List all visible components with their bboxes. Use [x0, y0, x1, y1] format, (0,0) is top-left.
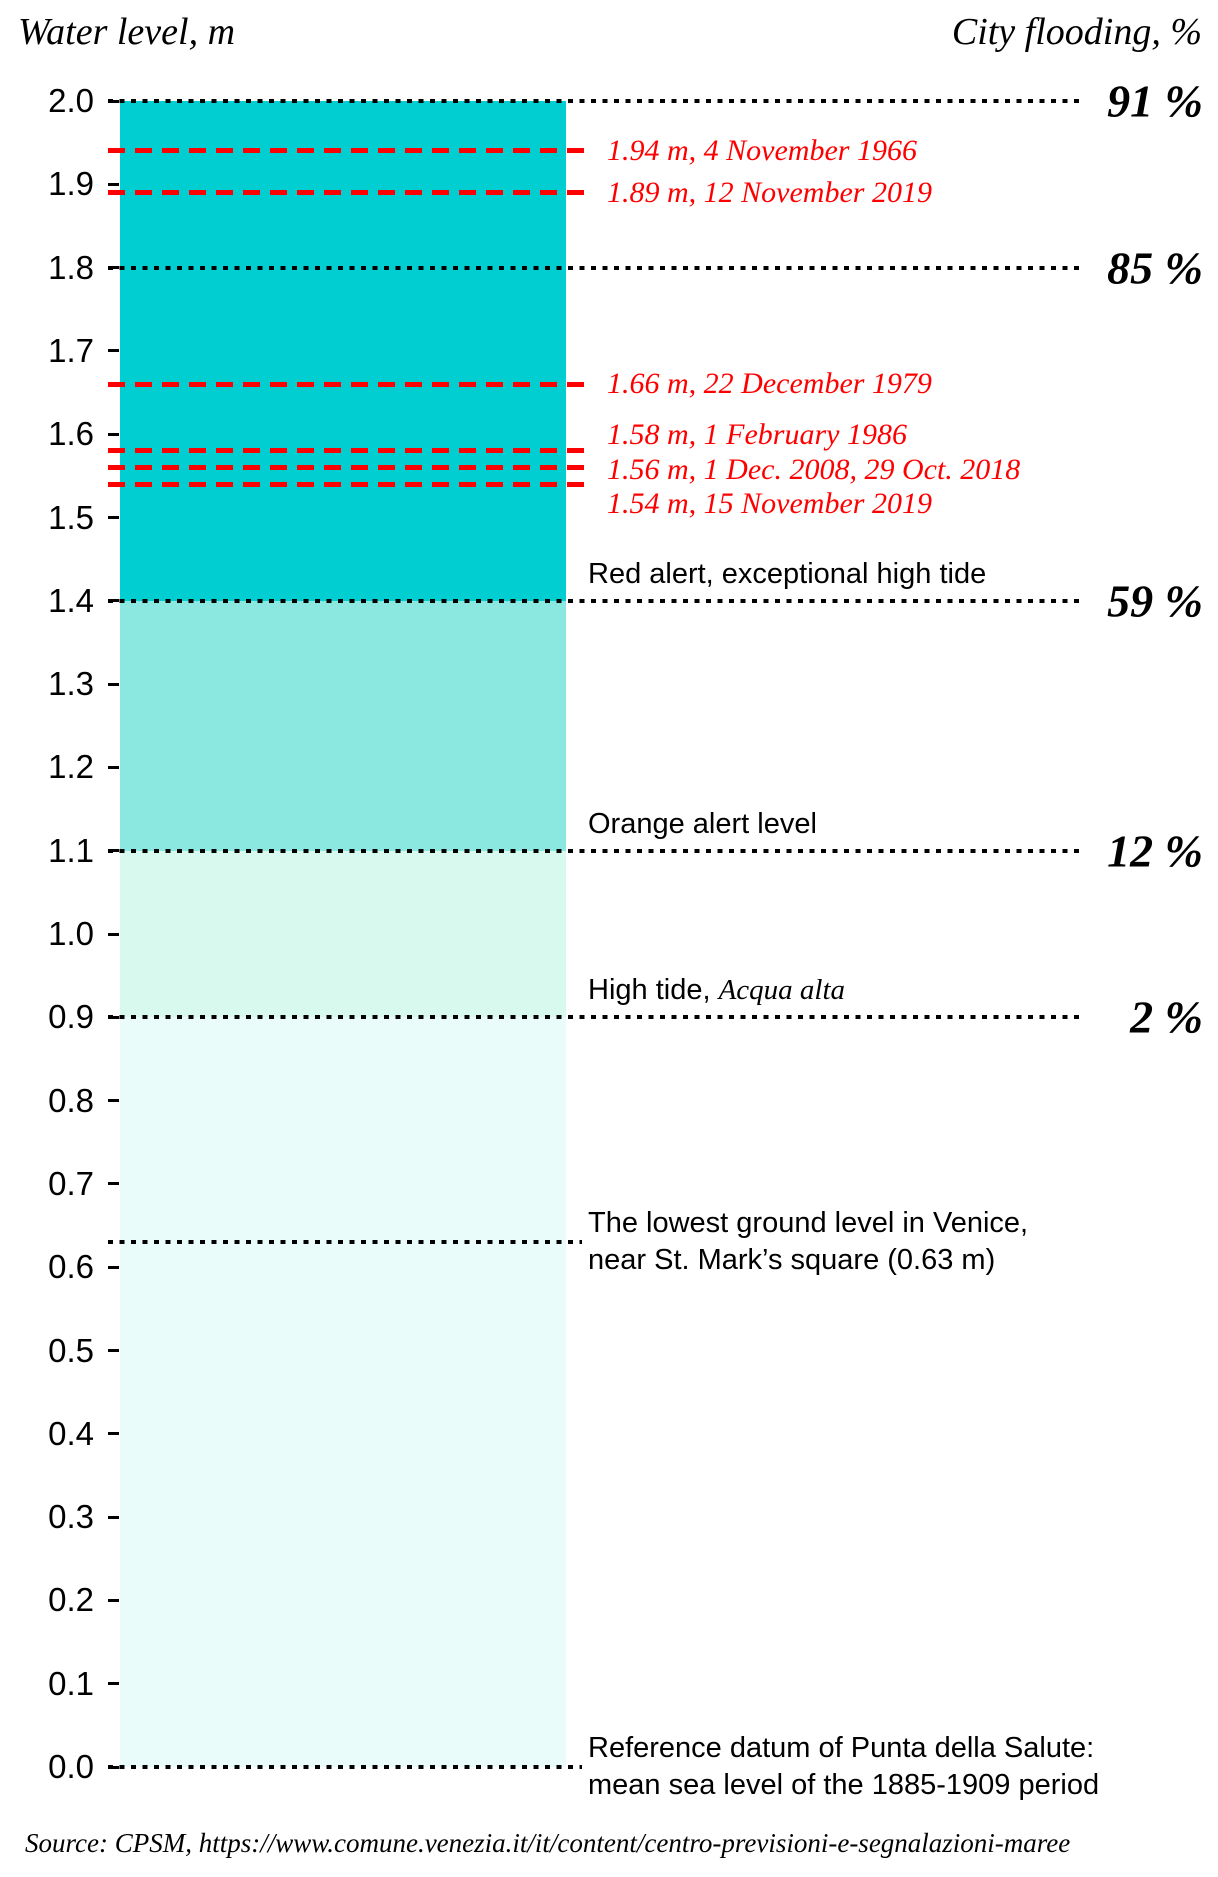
- historic-event-label: 1.66 m, 22 December 1979: [607, 367, 932, 401]
- flooding-percent-label: 85 %: [1107, 242, 1203, 294]
- y-axis-tick: [108, 432, 119, 436]
- y-axis-tick-label: 1.0: [48, 915, 94, 952]
- y-axis-tick-label: 1.8: [48, 248, 94, 286]
- historic-event-line: [108, 448, 585, 454]
- historic-event-line: [108, 381, 585, 387]
- y-axis-tick-label: 0.6: [48, 1248, 94, 1286]
- threshold-label-text: Red alert, exceptional high tide: [588, 557, 987, 590]
- axis-title-city-flooding: City flooding, %: [951, 11, 1202, 53]
- historic-event-label: 1.54 m, 15 November 2019: [607, 487, 932, 521]
- y-axis-tick-label: 1.5: [48, 498, 94, 536]
- y-axis-tick-label: 0.1: [48, 1664, 94, 1702]
- historic-event-label: 1.89 m, 12 November 2019: [607, 175, 932, 209]
- flooding-percent-label: 12 %: [1107, 825, 1203, 877]
- threshold-label-text: Orange alert level: [588, 807, 817, 840]
- flooding-percent-label: 91 %: [1107, 75, 1203, 127]
- y-axis-tick: [108, 1515, 119, 1519]
- threshold-note-line: mean sea level of the 1885-1909 period: [588, 1769, 1100, 1801]
- threshold-label: Red alert, exceptional high tide: [588, 557, 986, 591]
- threshold-line: [108, 1765, 582, 1769]
- historic-event-label: 1.94 m, 4 November 1966: [607, 133, 917, 167]
- y-axis-tick: [108, 182, 119, 186]
- axis-title-water-level: Water level, m: [18, 11, 236, 53]
- y-axis-tick-label: 1.9: [48, 165, 94, 203]
- threshold-note-line: near St. Mark’s square (0.63 m): [588, 1244, 996, 1277]
- threshold-line: [108, 848, 1085, 853]
- historic-event-line: [108, 190, 585, 196]
- threshold-note: Reference datum of Punta della Salute: me…: [588, 1730, 1099, 1804]
- bar-band-orange-alert-range: [120, 850, 566, 1018]
- threshold-note: The lowest ground level in Venice, near S…: [588, 1205, 1028, 1279]
- threshold-line: [108, 1015, 1085, 1020]
- flooding-percent-label: 59 %: [1107, 575, 1203, 627]
- y-axis-tick: [108, 1099, 119, 1103]
- y-axis-tick-label: 0.9: [48, 998, 94, 1036]
- y-axis-tick-label: 1.7: [48, 331, 94, 369]
- y-axis-tick-label: 1.2: [48, 748, 94, 786]
- y-axis-tick: [108, 765, 119, 769]
- y-axis-tick-label: 1.4: [48, 581, 94, 619]
- y-axis-tick: [108, 349, 119, 353]
- y-axis-tick: [108, 516, 119, 519]
- threshold-line: [108, 99, 1085, 103]
- y-axis-tick: [108, 682, 119, 686]
- y-axis-tick-label: 0.7: [48, 1164, 94, 1202]
- y-axis-tick-label: 0.3: [48, 1498, 94, 1536]
- threshold-label-italic-text: Acqua alta: [718, 974, 846, 1007]
- threshold-line: [108, 265, 1085, 270]
- threshold-line: [108, 1240, 582, 1245]
- source-caption: Source: CPSM, https://www.comune.venezia…: [25, 1828, 1071, 1858]
- y-axis-tick-label: 0.4: [48, 1414, 94, 1452]
- historic-event-label: 1.56 m, 1 Dec. 2008, 29 Oct. 2018: [607, 452, 1021, 486]
- y-axis-tick-label: 0.8: [48, 1081, 94, 1119]
- threshold-note-line: Reference datum of Punta della Salute:: [588, 1732, 1095, 1764]
- bar-band-red-alert-range: [120, 600, 566, 851]
- y-axis-tick-label: 0.0: [48, 1748, 94, 1785]
- threshold-label: Orange alert level: [588, 807, 817, 841]
- threshold-line: [108, 598, 1085, 603]
- y-axis-tick-label: 2.0: [48, 82, 94, 119]
- y-axis-tick-label: 1.1: [48, 831, 94, 869]
- bar-band-exceptional-high-tide: [120, 101, 566, 601]
- y-axis-tick: [108, 932, 119, 936]
- threshold-note-line: The lowest ground level in Venice,: [588, 1207, 1029, 1240]
- y-axis-tick-label: 1.6: [48, 415, 94, 453]
- historic-event-line: [108, 481, 585, 487]
- historic-event-label: 1.58 m, 1 February 1986: [607, 417, 907, 451]
- y-axis-tick: [108, 1182, 119, 1186]
- historic-event-line: [108, 148, 585, 154]
- y-axis-tick-label: 1.3: [48, 665, 94, 703]
- y-axis-tick: [108, 1432, 119, 1436]
- y-axis-tick: [108, 1265, 119, 1269]
- y-axis-tick: [108, 1598, 119, 1602]
- y-axis-tick-label: 0.5: [48, 1331, 94, 1369]
- threshold-label: High tide, Acqua alta: [588, 973, 845, 1007]
- bar-band-normal-range: [120, 1017, 566, 1767]
- y-axis-tick: [108, 1682, 119, 1686]
- y-axis-tick-label: 0.2: [48, 1581, 94, 1619]
- flooding-percent-label: 2 %: [1130, 991, 1203, 1043]
- historic-event-line: [108, 465, 585, 471]
- y-axis-tick: [108, 1349, 119, 1352]
- threshold-label-text: High tide,: [588, 974, 719, 1007]
